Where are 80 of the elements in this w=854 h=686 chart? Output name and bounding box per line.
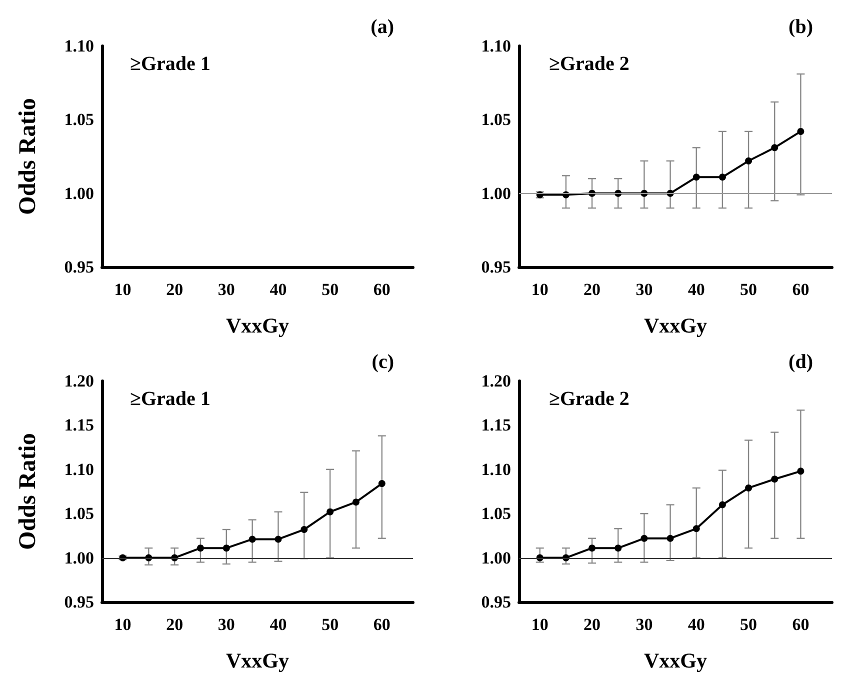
y-tick-label: 1.15 xyxy=(64,416,94,435)
chart-title: (c) xyxy=(372,351,394,373)
point xyxy=(745,157,752,164)
y-tick-label: 0.95 xyxy=(64,592,94,612)
y-tick-label: 1.00 xyxy=(481,548,511,568)
y-axis-title: Odds Ratio xyxy=(15,98,41,215)
point xyxy=(771,476,778,483)
point xyxy=(196,544,204,552)
y-tick-label: 1.05 xyxy=(481,504,511,524)
y-tick-label: 1.15 xyxy=(481,416,511,435)
y-tick-label: 1.05 xyxy=(481,110,511,130)
x-tick-label: 20 xyxy=(584,615,601,634)
y-tick-label: 1.20 xyxy=(64,372,94,390)
point xyxy=(771,144,778,152)
y-tick-label: 1.05 xyxy=(64,504,94,524)
point xyxy=(222,544,230,552)
x-tick-label: 60 xyxy=(373,280,390,299)
point xyxy=(352,498,360,506)
y-tick-label: 1.00 xyxy=(64,548,94,568)
x-axis-title: VxxGy xyxy=(226,314,290,338)
annotation: ≥Grade 2 xyxy=(549,388,630,410)
y-tick-label: 1.20 xyxy=(481,372,511,390)
x-tick-label: 60 xyxy=(373,615,390,634)
x-tick-label: 60 xyxy=(792,280,810,299)
x-tick-label: 40 xyxy=(270,280,287,299)
chart-title: (a) xyxy=(370,16,394,38)
point xyxy=(692,525,700,532)
x-tick-label: 10 xyxy=(114,615,132,634)
point xyxy=(378,480,386,488)
x-tick-label: 20 xyxy=(166,615,184,634)
x-tick-label: 40 xyxy=(270,615,287,634)
x-tick-label: 10 xyxy=(531,280,548,299)
y-tick-label: 1.10 xyxy=(64,36,94,56)
x-tick-label: 50 xyxy=(740,280,758,299)
point xyxy=(326,508,334,516)
y-tick-label: 1.10 xyxy=(481,460,511,479)
point xyxy=(745,484,752,492)
x-tick-label: 40 xyxy=(688,280,705,299)
x-tick-label: 20 xyxy=(584,280,601,299)
x-tick-label: 40 xyxy=(688,615,705,634)
chart-title: (b) xyxy=(788,16,814,38)
annotation: ≥Grade 2 xyxy=(549,53,630,75)
y-tick-label: 1.10 xyxy=(64,460,94,479)
y-tick-label: 0.95 xyxy=(481,258,511,276)
chart-title: (d) xyxy=(788,351,814,373)
x-axis-title: VxxGy xyxy=(644,648,708,672)
point xyxy=(614,544,622,552)
annotation: ≥Grade 1 xyxy=(130,388,210,410)
point xyxy=(718,174,726,181)
annotation: ≥Grade 1 xyxy=(130,53,210,75)
point xyxy=(640,534,648,542)
x-axis-title: VxxGy xyxy=(226,648,290,672)
x-tick-label: 30 xyxy=(636,615,653,634)
y-tick-label: 1.05 xyxy=(64,110,94,130)
x-tick-label: 30 xyxy=(218,615,235,634)
point xyxy=(797,128,804,135)
x-tick-label: 30 xyxy=(218,280,235,299)
x-tick-label: 50 xyxy=(322,615,339,634)
y-tick-label: 1.00 xyxy=(64,184,94,203)
point xyxy=(718,501,726,508)
y-tick-label: 1.00 xyxy=(481,184,511,203)
y-tick-label: 0.95 xyxy=(64,258,94,276)
x-tick-label: 30 xyxy=(636,280,653,299)
x-tick-label: 20 xyxy=(166,280,184,299)
x-tick-label: 50 xyxy=(740,615,758,634)
point xyxy=(274,536,282,543)
x-tick-label: 60 xyxy=(792,615,810,634)
point xyxy=(666,534,674,542)
x-axis-title: VxxGy xyxy=(644,314,708,338)
point xyxy=(248,536,256,543)
point xyxy=(797,468,804,475)
x-tick-label: 10 xyxy=(114,280,132,299)
x-tick-label: 10 xyxy=(531,615,548,634)
point xyxy=(692,174,700,181)
x-tick-label: 50 xyxy=(322,280,339,299)
y-tick-label: 1.10 xyxy=(481,36,511,56)
y-axis-title: Odds Ratio xyxy=(15,433,41,550)
point xyxy=(588,544,596,552)
y-tick-label: 0.95 xyxy=(481,592,511,612)
point xyxy=(300,526,308,534)
